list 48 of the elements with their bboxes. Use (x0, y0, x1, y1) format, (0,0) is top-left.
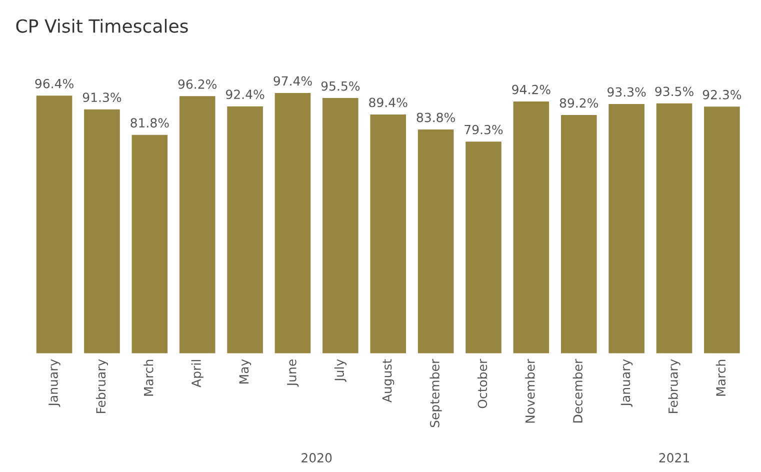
bar (34, 94, 74, 354)
data-label: 95.5% (321, 81, 360, 91)
x-tick-label: August (382, 359, 394, 403)
bar (607, 102, 646, 354)
bar (178, 94, 217, 354)
data-label: 96.4% (35, 78, 74, 88)
bar (130, 133, 169, 354)
chart-title: CP Visit Timescales (16, 18, 188, 33)
data-label: 79.3% (464, 124, 503, 134)
bar (654, 102, 694, 354)
bar (321, 96, 360, 354)
x-tick-label: September (430, 358, 442, 428)
bar (368, 113, 408, 354)
data-label: 89.4% (369, 98, 408, 108)
bar (464, 140, 503, 354)
bar (512, 100, 550, 354)
data-label: 93.5% (655, 86, 694, 96)
x-tick-label: March (144, 360, 154, 396)
x-tick-label: March (716, 360, 726, 396)
x-tick-label: December (572, 358, 582, 422)
x-tick-label: October (477, 358, 488, 408)
x-tick-label: February (96, 359, 108, 414)
data-label: 96.2% (178, 79, 217, 89)
data-label: 83.8% (416, 112, 455, 122)
x-tick-label: January (48, 359, 60, 407)
bar (560, 114, 598, 354)
data-label: 97.4% (274, 76, 312, 86)
bar (82, 108, 122, 354)
data-label: 89.2% (560, 98, 598, 108)
bar (416, 128, 456, 354)
x-tick-label: June (287, 360, 299, 387)
data-label: 92.3% (702, 90, 742, 100)
data-label: 93.3% (607, 87, 646, 97)
x-tick-label: July (334, 359, 346, 382)
text: 2021 (659, 453, 689, 462)
data-label: 81.8% (130, 118, 169, 128)
bar (226, 104, 264, 354)
data-label: 91.3% (82, 92, 122, 102)
x-tick-label: May (239, 359, 252, 384)
x-tick-label: April (191, 360, 204, 388)
bar (273, 92, 312, 354)
data-label: 92.4% (226, 90, 264, 100)
data-label: 94.2% (512, 84, 550, 94)
bar (702, 105, 742, 354)
x-tick-label: February (668, 359, 680, 414)
x-tick-label: January (620, 359, 633, 407)
x-tick-label: November (525, 358, 535, 423)
text: 2020 (302, 453, 332, 462)
